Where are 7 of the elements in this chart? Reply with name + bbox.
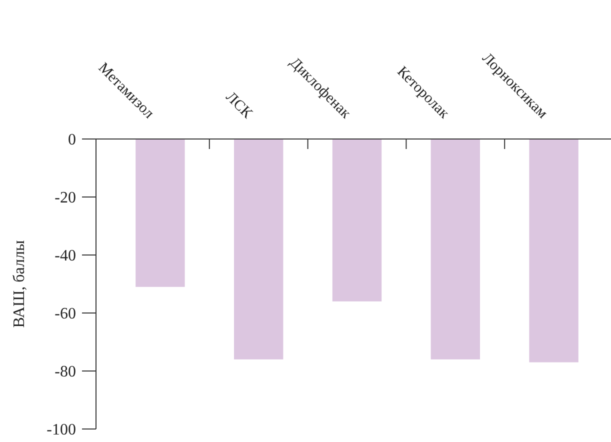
y-tick-label: -20 — [54, 190, 76, 207]
y-tick-label: -100 — [46, 422, 76, 439]
y-tick-label: -60 — [54, 306, 76, 323]
y-axis-title: ВАШ, баллы — [11, 240, 28, 328]
y-tick-label: -80 — [54, 364, 76, 381]
y-tick-label: 0 — [68, 132, 76, 149]
y-tick-label: -40 — [54, 248, 76, 265]
